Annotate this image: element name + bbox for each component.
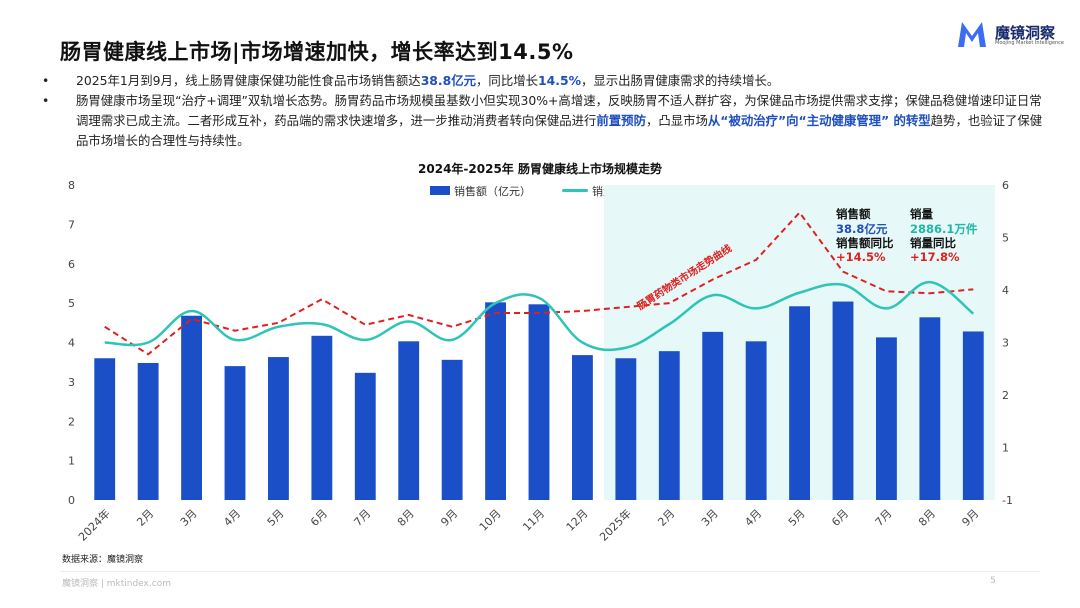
x-tick-label: 9月 [959,507,981,529]
x-tick-label: 2月 [655,507,677,529]
x-tick-label: 2024年 [75,506,112,543]
data-source: 数据来源：魔镜洞察 [62,555,144,565]
y-left-tick-label: 0 [68,494,75,507]
bullet-text: 肠胃健康市场呈现“治疗+调理”双轨增长态势。肠胃药品市场规模虽基数小但实现30%… [76,93,1042,128]
footer-text: 魔镜洞察 | mktindex.com [62,579,171,589]
x-tick-label: 5月 [786,507,808,529]
volume-line [104,280,975,352]
y-left-tick-label: 8 [68,179,75,192]
bullet-dot: • [42,93,50,108]
bar [94,358,116,500]
bar [485,302,506,500]
page-number: 5 [990,576,996,586]
bullet-dot: • [42,73,50,88]
bar [181,315,202,500]
y-left-tick-label: 4 [68,337,75,350]
y-right-tick-label: 2 [1002,389,1009,402]
bar [268,357,289,500]
bar [702,331,724,500]
annotation-sales-label: 销售额 [836,207,871,221]
x-tick-label: 2月 [134,507,156,529]
y-right-tick-label: 1 [1002,442,1009,455]
y-right-tick-label: 3 [1002,337,1009,350]
y-left-tick-label: 6 [68,258,75,271]
x-tick-label: 4月 [221,507,243,529]
y-right-tick-label: -1 [1002,494,1013,507]
legend-bar-swatch [430,186,450,195]
y-left-tick-label: 3 [68,376,75,389]
annotation-sales-yoy-value: +14.5% [836,250,886,264]
bar [789,306,810,500]
bar [311,335,333,500]
y-right-tick-label: 6 [1002,179,1009,192]
bar [962,331,984,500]
y-left-tick-label: 1 [68,455,75,468]
bullet-text: ，显示出肠胃健康需求的持续增长。 [581,73,780,88]
bullet-text: ，同比增长 [476,73,538,88]
annotation-volume-label: 销量 [910,207,933,221]
highlight-prevention: 前置预防 [596,113,646,128]
highlight-growth: 14.5% [538,73,581,88]
bar [354,372,376,500]
bar [615,358,637,500]
annotation-sales-value: 38.8亿元 [836,222,888,236]
bar [398,341,420,500]
x-tick-label: 8月 [916,507,938,529]
page-title: 肠胃健康线上市场|市场增速加快，增长率达到14.5% [60,40,574,64]
x-tick-label: 11月 [520,507,547,534]
brand-subtitle: Moojing Market Intelligence [995,40,1065,46]
annotation-sales-yoy-label: 销售额同比 [836,236,894,250]
bullet-text: ，凸显市场 [645,113,708,128]
footer-divider [60,571,1040,572]
bullet-item-1: • 2025年1月到9月，线上肠胃健康保健功能性食品市场销售额达38.8亿元，同… [40,71,1050,91]
bar [528,304,550,500]
x-tick-label: 7月 [873,507,895,529]
bar [137,362,159,500]
bar [919,317,941,500]
bar [441,359,463,500]
x-tick-label: 3月 [178,507,200,529]
highlight-transition: 从“被动治疗”向“主动健康管理” 的转型 [707,113,931,128]
y-right-tick-label: 5 [1002,232,1009,245]
y-right-tick-label: 4 [1002,284,1009,297]
brand-m-icon [958,22,986,47]
brand-logo: 魔镜洞察 Moojing Market Intelligence [955,18,1065,54]
bullet-list: • 2025年1月到9月，线上肠胃健康保健功能性食品市场销售额达38.8亿元，同… [40,71,1050,151]
legend-line-swatch [562,189,588,192]
legend-item-sales: 销售额（亿元） [430,183,531,199]
x-tick-label: 7月 [351,507,373,529]
x-tick-label: 4月 [742,507,764,529]
bullet-item-2: • 肠胃健康市场呈现“治疗+调理”双轨增长态势。肠胃药品市场规模虽基数小但实现3… [40,91,1050,151]
x-tick-label: 8月 [395,507,417,529]
annotation-volume-yoy-value: +17.8% [910,250,960,264]
x-tick-label: 5月 [265,507,287,529]
annotation-volume-value: 2886.1万件 [910,222,978,236]
chart-title: 2024年-2025年 肠胃健康线上市场规模走势 [418,162,662,176]
highlight-sales: 38.8亿元 [420,73,477,88]
bar [658,351,680,500]
x-tick-label: 2025年 [597,506,634,543]
x-tick-label: 12月 [564,507,591,534]
y-left-tick-label: 5 [68,297,75,310]
x-tick-label: 9月 [438,507,460,529]
bar [832,301,854,500]
bar [745,341,767,500]
x-tick-label: 10月 [477,507,504,534]
bullet-text: 2025年1月到9月，线上肠胃健康保健功能性食品市场销售额达 [76,73,421,88]
annotation-volume-yoy-label: 销量同比 [910,236,956,250]
brand-name: 魔镜洞察 [995,24,1056,42]
y-left-tick-label: 2 [68,415,75,428]
x-tick-label: 3月 [699,507,721,529]
x-tick-label: 6月 [829,507,851,529]
y-left-tick-label: 7 [68,218,75,231]
x-tick-label: 6月 [308,507,330,529]
drug-trend-line [104,210,974,356]
bullet-text: 趋势，也验证了保健品市场增长的合理性与持续性。 [76,113,1043,148]
legend-label: 销售额（亿元） [454,185,531,198]
bar [224,366,246,500]
bar [572,355,593,500]
bar [876,337,897,500]
